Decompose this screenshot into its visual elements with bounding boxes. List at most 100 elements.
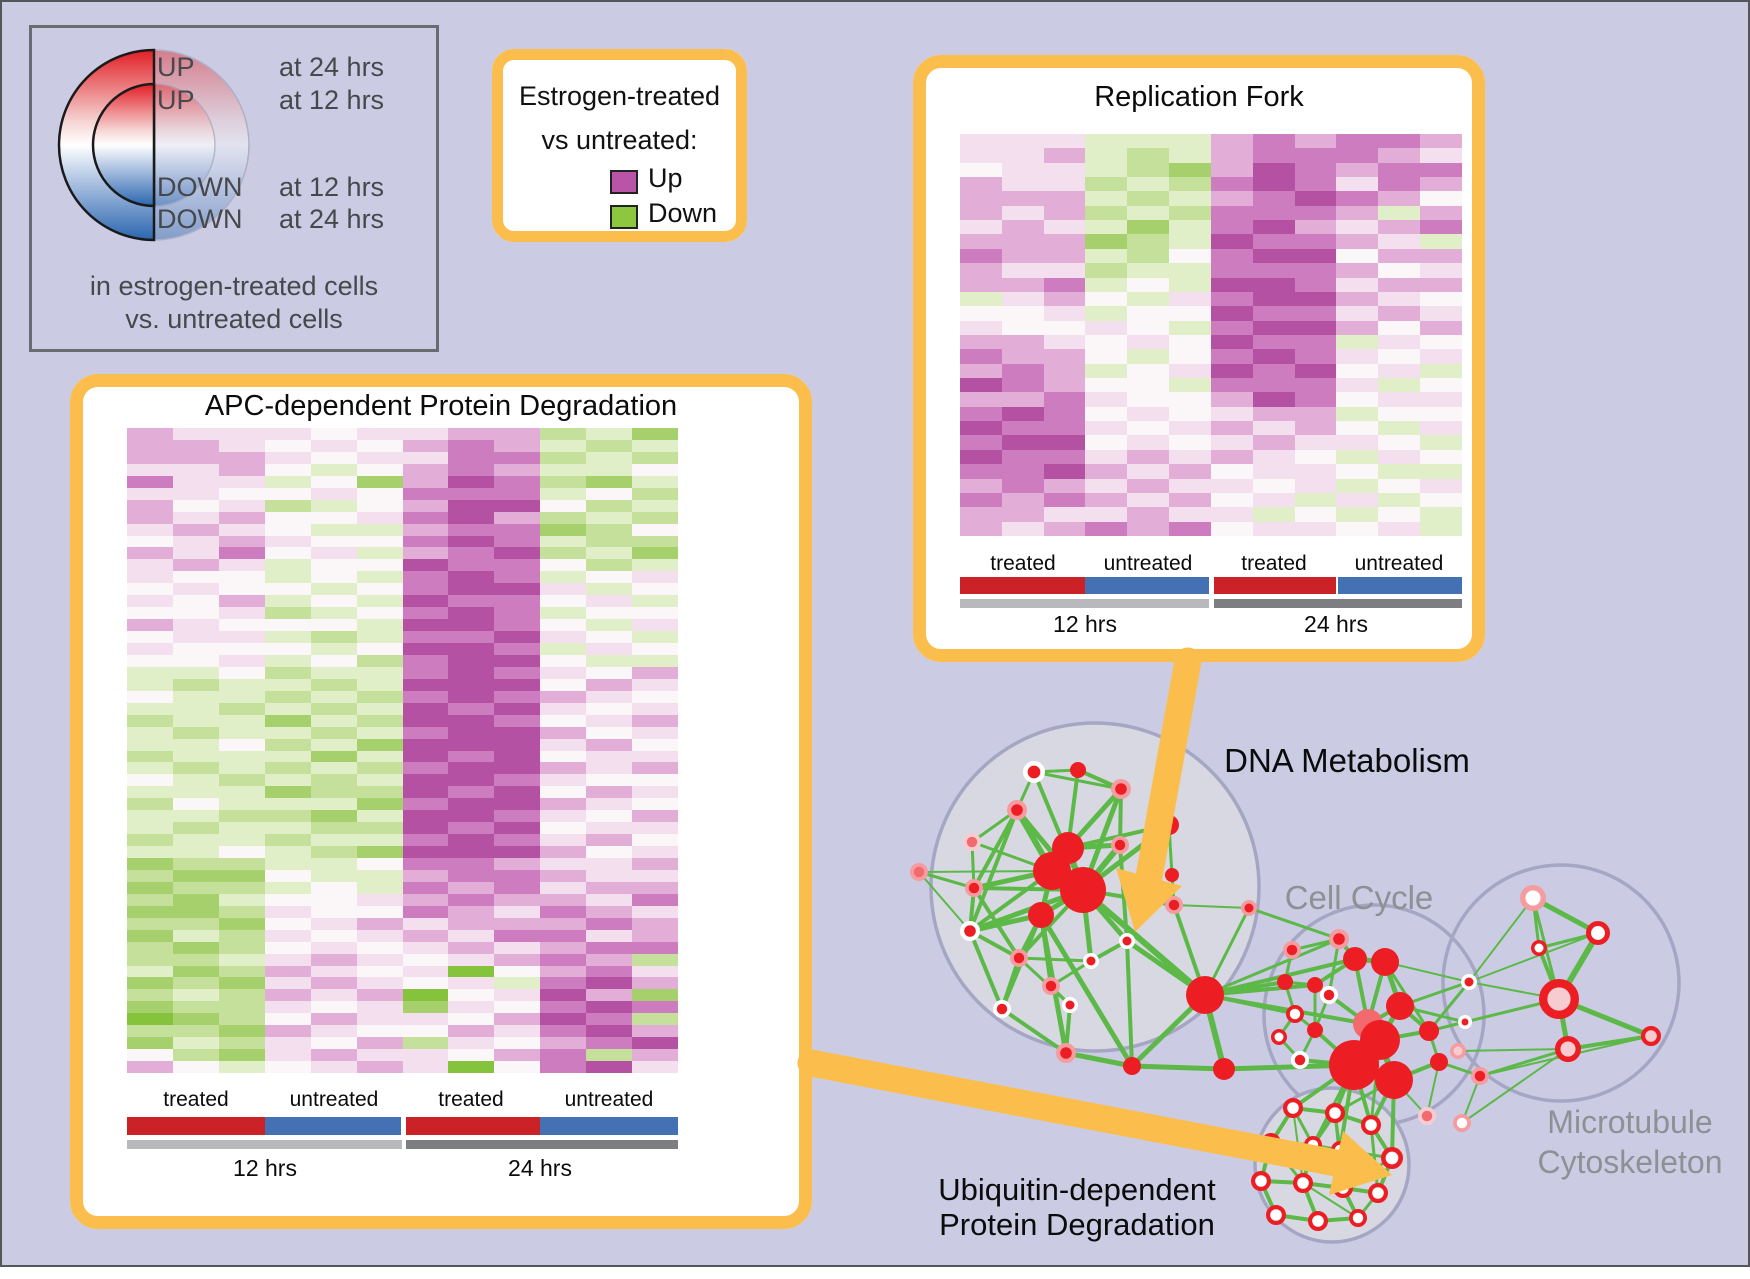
heatmap-cell <box>218 690 265 703</box>
heatmap-cell <box>540 1037 587 1050</box>
heatmap-cell <box>1001 162 1044 178</box>
heatmap-cell <box>1252 148 1295 163</box>
heatmap-cell <box>310 905 357 918</box>
untreated-bar <box>540 1117 678 1135</box>
heatmap-cell <box>448 750 495 763</box>
cluster-circle-2 <box>1441 863 1681 1103</box>
heatmap-cell <box>356 929 403 942</box>
heatmap-cell <box>586 977 633 990</box>
heatmap-cell <box>218 463 265 476</box>
heatmap-cell <box>218 535 265 548</box>
heatmap-cell <box>632 571 678 584</box>
microtubule-label-line2: Cytoskeleton <box>1537 1144 1723 1180</box>
heatmap-cell <box>310 439 357 452</box>
heatmap-cell <box>356 965 403 978</box>
heatmap-cell <box>310 523 357 536</box>
heatmap-cell <box>402 535 449 548</box>
heatmap-cell <box>1169 478 1211 493</box>
untreated-bar <box>1338 577 1462 594</box>
heatmap-cell <box>586 846 633 858</box>
heatmap-cell <box>402 1037 449 1050</box>
heatmap-cell <box>1252 306 1295 321</box>
heatmap-cell <box>1169 148 1211 163</box>
heatmap-cell <box>1043 234 1086 249</box>
network-node <box>1271 1029 1287 1045</box>
heatmap-cell <box>1252 205 1295 221</box>
heatmap-cell <box>1127 220 1170 235</box>
heatmap-cell <box>1043 492 1086 508</box>
heatmap-cell <box>218 595 265 608</box>
heatmap-cell <box>127 738 173 751</box>
heatmap-cell <box>960 148 1002 163</box>
heatmap-cell <box>310 858 357 870</box>
heatmap-cell <box>448 869 495 882</box>
treated-bar <box>127 1117 265 1135</box>
heatmap-cell <box>1127 478 1170 493</box>
heatmap-cell <box>1169 421 1211 436</box>
heatmap-cell <box>494 941 541 954</box>
heatmap-cell <box>1294 363 1337 379</box>
heatmap-cell <box>356 858 403 870</box>
heatmap-cell <box>632 798 678 811</box>
heatmap-cell <box>448 428 495 440</box>
heatmap-cell <box>127 953 173 966</box>
heatmap-cell <box>960 334 1002 350</box>
heatmap-cell <box>1252 191 1295 206</box>
heatmap-cell <box>632 1025 678 1038</box>
heatmap-cell <box>402 929 449 942</box>
heatmap-cell <box>1252 320 1295 335</box>
heatmap-cell <box>1001 449 1044 465</box>
heatmap-cell <box>448 893 495 906</box>
heatmap-cell <box>494 487 541 500</box>
heatmap-cell <box>172 583 219 596</box>
heatmap-cell <box>632 917 678 930</box>
heatmap-cell <box>1043 248 1086 264</box>
heatmap-cell <box>632 893 678 906</box>
heatmap-cell <box>402 595 449 608</box>
heatmap-cell <box>586 905 633 918</box>
heatmap-cell <box>494 1037 541 1050</box>
heatmap-cell <box>540 762 587 775</box>
heatmap-cell <box>264 810 311 823</box>
heatmap-cell <box>1252 478 1295 493</box>
heatmap-cell <box>356 619 403 632</box>
heatmap-cell <box>1169 220 1211 235</box>
heatmap-cell <box>1336 162 1379 178</box>
heatmap-cell <box>1336 134 1379 149</box>
replication-fork-panel: Replication Fork treated untreated treat… <box>913 55 1485 662</box>
heatmap-cell <box>448 619 495 632</box>
heatmap-cell <box>1001 435 1044 450</box>
heatmap-cell <box>172 798 219 811</box>
heatmap-cell <box>1169 392 1211 407</box>
heatmap-cell <box>540 631 587 643</box>
heatmap-cell <box>310 607 357 620</box>
heatmap-cell <box>494 607 541 620</box>
heatmap-cell <box>1252 277 1295 292</box>
heatmap-cell <box>310 774 357 787</box>
heatmap-cell <box>1294 263 1337 278</box>
heatmap-cell <box>1085 449 1128 465</box>
heatmap-cell <box>960 406 1002 422</box>
heatmap-cell <box>1043 205 1086 221</box>
network-edge <box>1018 956 1092 963</box>
heatmap-cell <box>310 487 357 500</box>
heatmap-cell <box>356 750 403 763</box>
network-node <box>1165 868 1179 882</box>
heatmap-cell <box>1210 464 1253 479</box>
heatmap-cell <box>540 917 587 930</box>
heatmap-cell <box>264 858 311 870</box>
heatmap-cell <box>310 702 357 715</box>
heatmap-cell <box>172 905 219 918</box>
heatmap-cell <box>586 463 633 476</box>
heatmap-cell <box>1420 134 1462 149</box>
heatmap-cell <box>960 177 1002 192</box>
heatmap-cell <box>960 162 1002 178</box>
heatmap-cell <box>1378 521 1421 536</box>
heatmap-cell <box>448 1025 495 1038</box>
heatmap-cell <box>586 1061 633 1073</box>
heatmap-cell <box>1001 392 1044 407</box>
heatmap-cell <box>494 631 541 643</box>
heatmap-cell <box>632 941 678 954</box>
heatmap-cell <box>127 786 173 799</box>
heatmap-cell <box>1169 521 1211 536</box>
